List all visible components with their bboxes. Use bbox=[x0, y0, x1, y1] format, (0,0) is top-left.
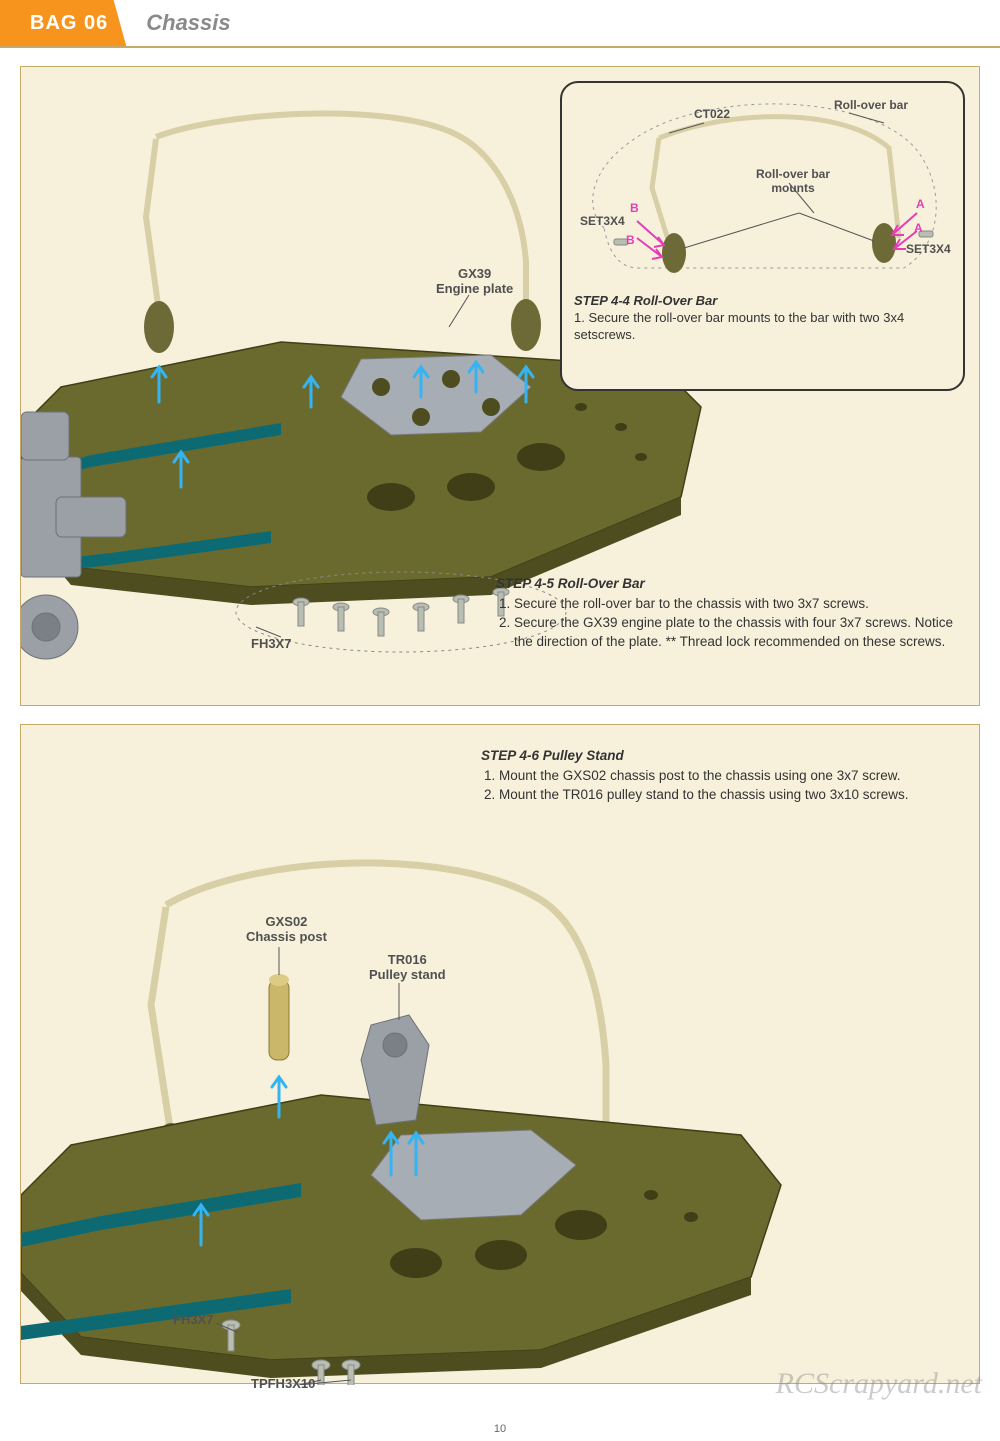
inset-diagram: CT022 Roll-over bar Roll-over bar mounts… bbox=[574, 93, 951, 293]
label-gx39-code: GX39 bbox=[458, 266, 491, 281]
inset-label-ct022: CT022 bbox=[694, 108, 730, 122]
label-gxs02-code: GXS02 bbox=[266, 914, 308, 929]
inset-label-mounts: Roll-over bar mounts bbox=[756, 168, 830, 196]
panel-step-4-6: GXS02 Chassis post TR016 Pulley stand FH… bbox=[20, 724, 980, 1384]
step-4-6-title: STEP 4-6 Pulley Stand bbox=[481, 747, 961, 765]
inset-step-item: 1. Secure the roll-over bar mounts to th… bbox=[574, 310, 951, 344]
step-4-6-item2: Mount the TR016 pulley stand to the chas… bbox=[499, 786, 961, 804]
step-4-5-title: STEP 4-5 Roll-Over Bar bbox=[496, 575, 961, 593]
inset-step-item-text: Secure the roll-over bar mounts to the b… bbox=[574, 310, 904, 342]
inset-step-text: STEP 4-4 Roll-Over Bar 1. Secure the rol… bbox=[574, 293, 951, 344]
inset-step-4-4: CT022 Roll-over bar Roll-over bar mounts… bbox=[560, 81, 965, 391]
label-tr016-code: TR016 bbox=[388, 952, 427, 967]
step-4-6-text: STEP 4-6 Pulley Stand Mount the GXS02 ch… bbox=[481, 747, 961, 806]
inset-label-rollbar: Roll-over bar bbox=[834, 99, 908, 113]
inset-mark-a1: A bbox=[916, 197, 925, 211]
step-4-6-item1: Mount the GXS02 chassis post to the chas… bbox=[499, 767, 961, 785]
inset-label-mounts-l1: Roll-over bar bbox=[756, 167, 830, 181]
label-gxs02: GXS02 Chassis post bbox=[246, 915, 327, 945]
watermark: RCScrapyard.net bbox=[776, 1367, 982, 1401]
header-title: Chassis bbox=[126, 0, 230, 46]
inset-mark-b2: B bbox=[626, 233, 635, 247]
label-fh3x7: FH3X7 bbox=[251, 637, 291, 652]
label-gx39: GX39 Engine plate bbox=[436, 267, 513, 297]
label-fh3x7-b: FH3X7 bbox=[173, 1313, 213, 1328]
inset-mark-b1: B bbox=[630, 201, 639, 215]
label-tpfh3x10: TPFH3X10 bbox=[251, 1377, 315, 1392]
step-4-5-item2: Secure the GX39 engine plate to the chas… bbox=[514, 614, 961, 650]
label-gx39-name: Engine plate bbox=[436, 281, 513, 296]
inset-step-title: STEP 4-4 Roll-Over Bar bbox=[574, 293, 951, 310]
panel-step-4-5: GX39 Engine plate FH3X7 bbox=[20, 66, 980, 706]
label-tr016-name: Pulley stand bbox=[369, 967, 446, 982]
label-tr016: TR016 Pulley stand bbox=[369, 953, 446, 983]
inset-mark-a2: A bbox=[914, 221, 923, 235]
inset-label-mounts-l2: mounts bbox=[771, 181, 814, 195]
inset-label-set3x4-right: SET3X4 bbox=[906, 243, 951, 257]
label-gxs02-name: Chassis post bbox=[246, 929, 327, 944]
page-number: 10 bbox=[494, 1423, 506, 1435]
assembly-diagram-4-6 bbox=[21, 725, 981, 1385]
page-header: BAG 06 Chassis bbox=[0, 0, 1000, 48]
bag-badge: BAG 06 bbox=[0, 0, 126, 46]
step-4-5-text: STEP 4-5 Roll-Over Bar Secure the roll-o… bbox=[496, 575, 961, 652]
inset-label-set3x4-left: SET3X4 bbox=[580, 215, 625, 229]
step-4-5-item1: Secure the roll-over bar to the chassis … bbox=[514, 595, 961, 613]
